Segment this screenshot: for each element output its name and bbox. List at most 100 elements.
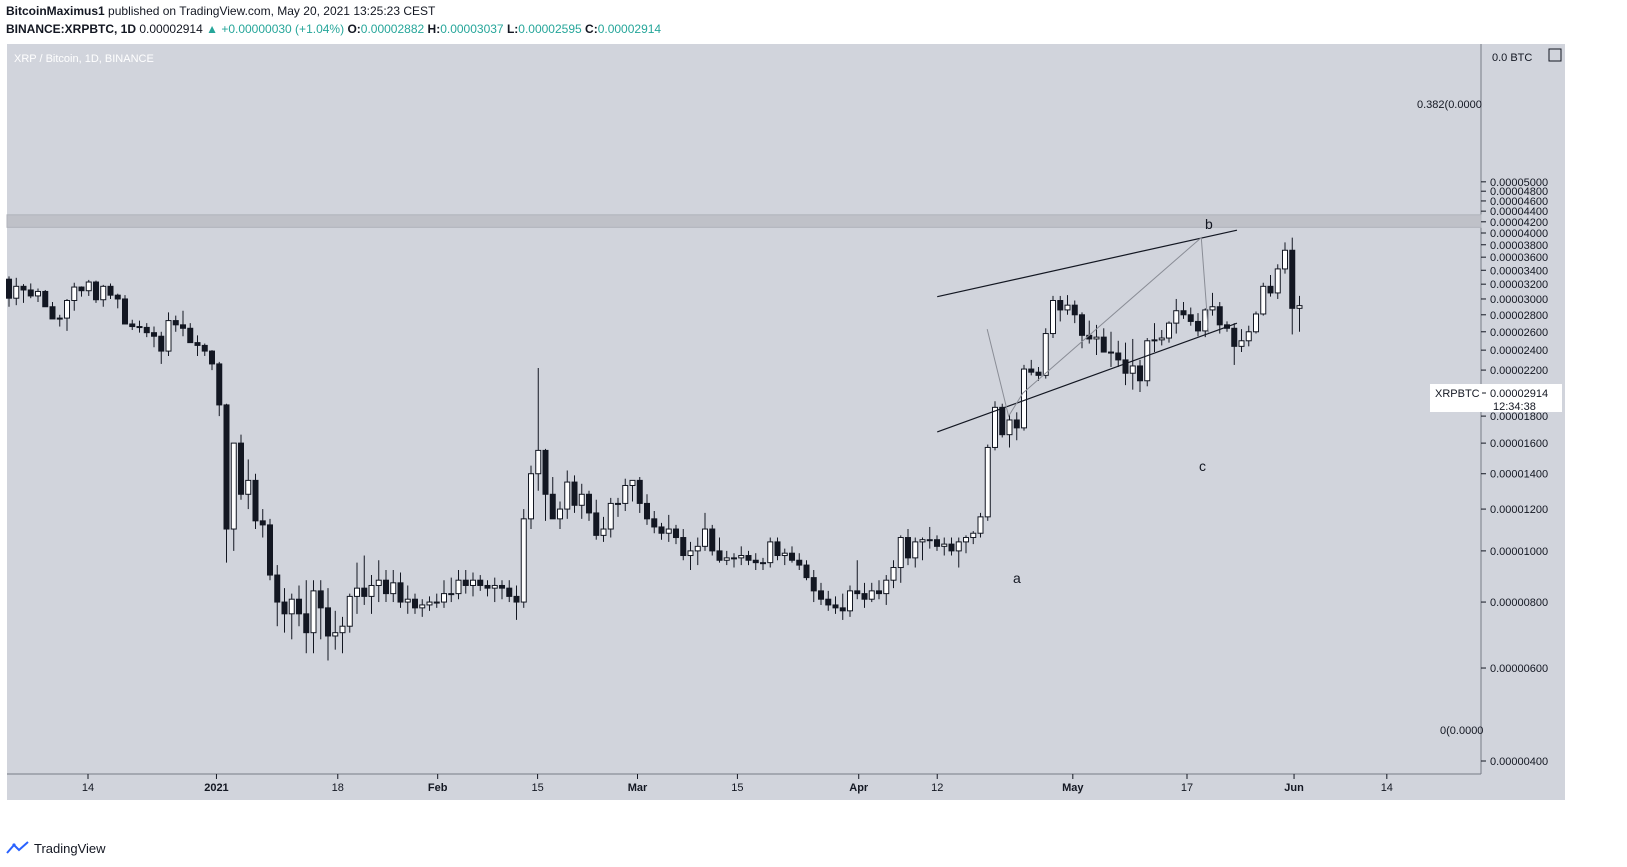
candle[interactable]	[941, 537, 948, 556]
candle[interactable]	[1028, 359, 1035, 376]
footer-brand[interactable]: TradingView	[34, 840, 106, 856]
candle[interactable]	[1187, 307, 1194, 326]
candle[interactable]	[85, 279, 92, 296]
candle[interactable]	[296, 585, 302, 627]
candle[interactable]	[1071, 300, 1078, 324]
candle[interactable]	[970, 531, 977, 545]
candle[interactable]	[810, 570, 817, 603]
candle[interactable]	[27, 283, 34, 299]
candle[interactable]	[136, 320, 143, 333]
candle[interactable]	[832, 596, 839, 614]
candle[interactable]	[745, 550, 752, 566]
candle[interactable]	[267, 518, 273, 581]
candle[interactable]	[723, 550, 730, 566]
candle[interactable]	[288, 593, 295, 640]
candle[interactable]	[20, 284, 27, 303]
candle[interactable]	[615, 497, 621, 517]
candle[interactable]	[346, 593, 353, 633]
candle[interactable]	[1180, 302, 1187, 319]
candle[interactable]	[412, 593, 418, 614]
candle[interactable]	[600, 516, 607, 542]
candle[interactable]	[897, 535, 904, 583]
candle[interactable]	[1035, 366, 1042, 381]
candle[interactable]	[702, 512, 708, 551]
candle[interactable]	[1231, 323, 1238, 365]
candle[interactable]	[187, 323, 194, 344]
candle[interactable]	[607, 497, 614, 538]
candle[interactable]	[825, 590, 832, 611]
candle[interactable]	[499, 580, 505, 600]
candle[interactable]	[535, 368, 542, 491]
candle[interactable]	[963, 535, 969, 554]
channel-upper-line[interactable]	[937, 229, 1238, 298]
candle[interactable]	[491, 577, 498, 603]
candle[interactable]	[223, 403, 230, 563]
candle[interactable]	[332, 610, 339, 650]
candle[interactable]	[383, 570, 389, 603]
candle[interactable]	[143, 323, 150, 338]
candle[interactable]	[1021, 364, 1027, 431]
candle[interactable]	[803, 560, 810, 581]
candle[interactable]	[948, 537, 955, 556]
candle[interactable]	[919, 537, 926, 561]
author-name[interactable]: BitcoinMaximus1	[6, 4, 105, 18]
candle[interactable]	[513, 585, 520, 620]
candle[interactable]	[122, 295, 128, 325]
candle[interactable]	[520, 509, 527, 608]
tradingview-logo-icon[interactable]	[6, 841, 30, 855]
candle[interactable]	[470, 572, 476, 597]
candle[interactable]	[93, 280, 99, 303]
candle[interactable]	[100, 284, 107, 307]
candle[interactable]	[281, 588, 288, 633]
scale-settings-icon[interactable]	[1548, 48, 1562, 62]
candle[interactable]	[375, 560, 382, 603]
candle[interactable]	[557, 501, 563, 530]
candle[interactable]	[586, 490, 592, 521]
candle[interactable]	[687, 541, 694, 571]
candle[interactable]	[1064, 295, 1071, 315]
candle[interactable]	[789, 546, 795, 563]
candle[interactable]	[361, 555, 368, 605]
candle[interactable]	[1006, 414, 1013, 448]
candle[interactable]	[180, 310, 186, 337]
candle[interactable]	[549, 477, 556, 520]
candle[interactable]	[876, 580, 882, 600]
candle[interactable]	[629, 479, 636, 502]
candle[interactable]	[252, 473, 259, 530]
candle[interactable]	[868, 582, 875, 603]
candle[interactable]	[1274, 264, 1281, 299]
candle[interactable]	[165, 312, 172, 356]
candle[interactable]	[404, 585, 411, 614]
candle[interactable]	[35, 288, 41, 303]
candle[interactable]	[1173, 298, 1180, 334]
candle[interactable]	[56, 314, 63, 327]
candle[interactable]	[1245, 325, 1252, 347]
candle[interactable]	[1267, 275, 1274, 297]
candle[interactable]	[731, 553, 737, 568]
candle[interactable]	[209, 350, 215, 371]
candle[interactable]	[114, 293, 121, 309]
channel-lower-line[interactable]	[937, 322, 1238, 433]
candle[interactable]	[462, 570, 469, 594]
candle[interactable]	[673, 524, 679, 545]
candle[interactable]	[578, 483, 585, 519]
candle[interactable]	[274, 565, 281, 627]
candle[interactable]	[259, 509, 266, 538]
candle[interactable]	[1144, 338, 1151, 387]
candle[interactable]	[912, 537, 919, 568]
candle[interactable]	[1260, 282, 1267, 316]
candle[interactable]	[419, 599, 426, 617]
candle[interactable]	[6, 276, 12, 307]
candle[interactable]	[984, 444, 991, 521]
candle[interactable]	[955, 537, 962, 568]
candle[interactable]	[484, 580, 491, 597]
candle[interactable]	[665, 514, 672, 542]
candle[interactable]	[1238, 329, 1245, 353]
candle[interactable]	[1115, 340, 1122, 367]
candle[interactable]	[1216, 302, 1223, 334]
candle[interactable]	[767, 537, 774, 568]
candle[interactable]	[1100, 328, 1107, 353]
candle[interactable]	[129, 319, 136, 331]
candle[interactable]	[934, 535, 940, 551]
